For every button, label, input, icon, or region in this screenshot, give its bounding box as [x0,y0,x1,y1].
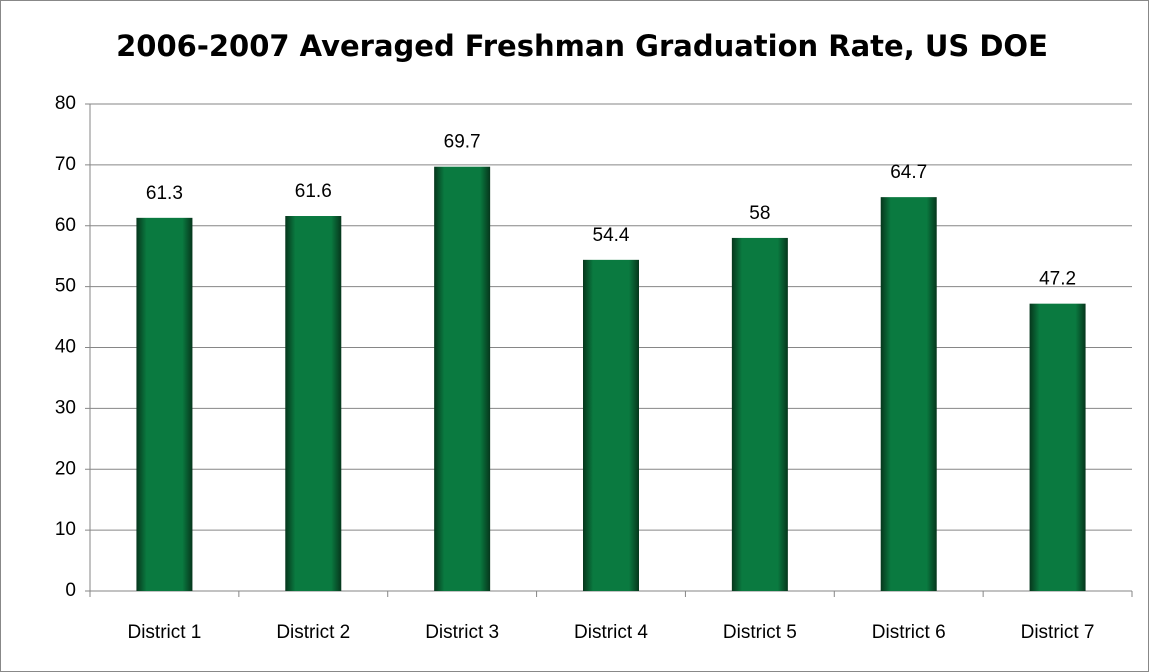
x-tick-label: District 6 [872,622,946,643]
y-tick-label: 60 [55,215,76,236]
y-tick-label: 80 [55,93,76,114]
x-tick-label: District 2 [276,622,350,643]
data-label: 61.3 [146,183,183,204]
y-tick-label: 10 [55,519,76,540]
y-tick-label: 30 [55,397,76,418]
data-label: 64.7 [890,162,927,183]
y-tick-label: 0 [65,580,76,601]
bar [731,237,788,592]
y-tick-label: 20 [55,458,76,479]
data-label: 69.7 [444,132,481,153]
x-tick-label: District 1 [127,622,201,643]
x-tick-label: District 4 [574,622,648,643]
x-tick-label: District 5 [723,622,797,643]
bar [880,197,937,592]
bar [285,216,342,591]
data-label: 54.4 [593,225,630,246]
y-tick-label: 50 [55,276,76,297]
y-tick-label: 40 [55,337,76,358]
data-label: 58 [749,203,770,224]
bar [583,259,639,591]
bar [434,166,491,592]
data-label: 47.2 [1039,269,1076,290]
x-tick-label: District 3 [425,622,499,643]
y-tick-label: 70 [55,154,76,175]
x-tick-label: District 7 [1021,622,1095,643]
chart-title: 2006-2007 Averaged Freshman Graduation R… [116,29,1048,63]
bar [136,217,193,591]
bar [1029,303,1086,591]
data-label: 61.6 [295,181,332,202]
